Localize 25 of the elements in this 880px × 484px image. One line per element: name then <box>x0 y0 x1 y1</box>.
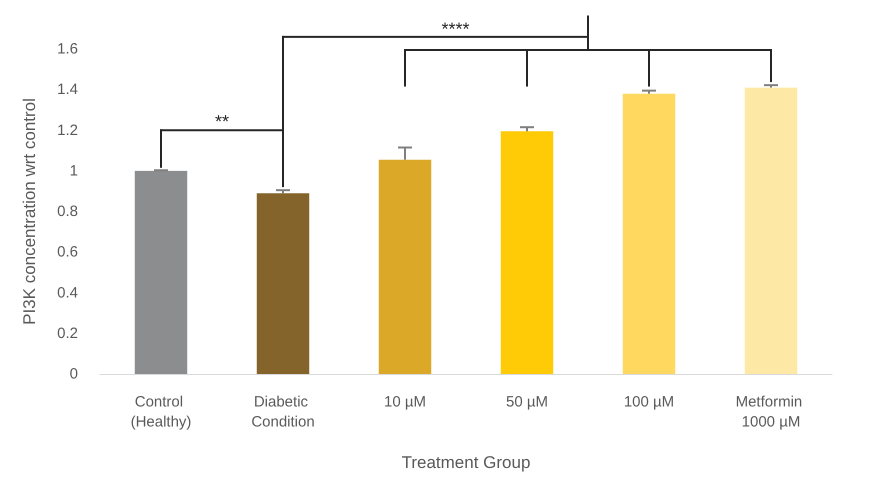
y-tick-label: 0.8 <box>57 203 78 220</box>
y-tick-label: 1.4 <box>57 81 78 98</box>
x-tick-label: Metformin 1000 µM <box>736 394 806 430</box>
text: **** <box>441 18 470 39</box>
x-tick-label: 100 µM <box>624 394 674 410</box>
y-tick-label: 0.6 <box>57 244 78 261</box>
bar <box>622 94 676 374</box>
bar <box>256 193 310 374</box>
bar <box>378 160 432 374</box>
y-tick-label: 1.6 <box>57 40 78 58</box>
y-tick-label: 0.4 <box>57 284 78 302</box>
bar <box>500 131 554 374</box>
annotation: ** <box>214 111 230 132</box>
x-tick-label: 50 µM <box>506 394 548 410</box>
bar <box>134 170 188 374</box>
y-tick-label: 1.2 <box>57 122 78 139</box>
x-tick-label: Control (Healthy) <box>130 394 192 430</box>
y-axis-title: PI3K concentration wrt control <box>20 98 39 325</box>
y-tick-label: 0.2 <box>57 324 78 342</box>
y-tick-label: 0 <box>70 366 78 382</box>
bar <box>744 88 798 374</box>
x-tick-label: Diabetic Condition <box>251 394 315 430</box>
y-tick-label: 1 <box>70 162 78 180</box>
x-axis-title: Treatment Group <box>402 453 530 472</box>
x-tick-label: 10 µM <box>384 394 426 410</box>
